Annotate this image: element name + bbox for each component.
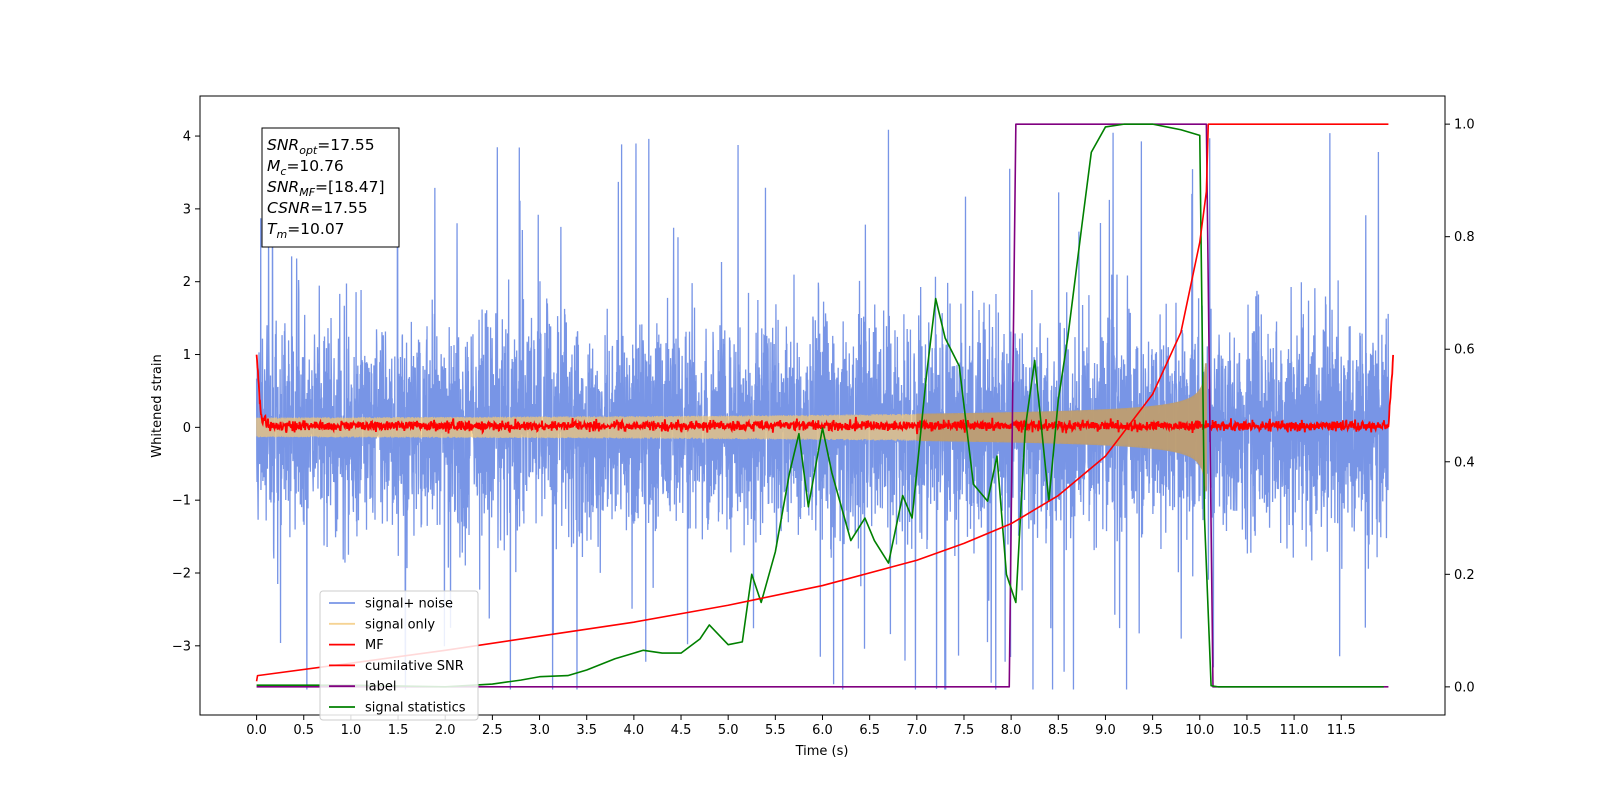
y2-tick-label: 0.6 <box>1454 343 1475 358</box>
y-tick-label: −2 <box>172 566 191 581</box>
x-tick-label: 11.0 <box>1280 723 1309 738</box>
y-tick-label: 3 <box>183 202 191 217</box>
x-tick-label: 4.0 <box>624 723 645 738</box>
x-tick-label: 0.0 <box>246 723 267 738</box>
legend-entry: signal+ noise <box>365 597 453 612</box>
x-tick-label: 7.0 <box>906 723 927 738</box>
x-tick-label: 6.5 <box>859 723 880 738</box>
info-line: SNRMF=[18.47] <box>267 178 385 199</box>
x-tick-label: 5.5 <box>765 723 786 738</box>
x-tick-label: 5.0 <box>718 723 739 738</box>
x-tick-label: 10.0 <box>1185 723 1214 738</box>
legend-entry: signal only <box>365 617 435 632</box>
y2-tick-label: 0.2 <box>1454 568 1475 583</box>
y-tick-label: −1 <box>172 494 191 509</box>
legend-entry: signal statistics <box>365 701 466 716</box>
info-line: CSNR=17.55 <box>267 199 368 217</box>
x-tick-label: 0.5 <box>293 723 314 738</box>
x-axis: 0.0 0.5 1.0 1.5 2.0 2.5 3.0 3.5 4.0 4.5 5.0 5.5 6.0 6… <box>246 715 1356 738</box>
y-tick-label: 1 <box>183 348 191 363</box>
x-tick-label: 7.5 <box>954 723 975 738</box>
x-tick-label: 3.5 <box>576 723 597 738</box>
legend-entry: cumilative SNR <box>365 659 464 674</box>
legend-entry: label <box>365 680 396 695</box>
y-tick-label: 2 <box>183 275 191 290</box>
info-line: SNRopt=17.55 <box>267 136 375 157</box>
info-box-frame <box>261 127 400 248</box>
x-tick-label: 9.5 <box>1142 723 1163 738</box>
y2-tick-label: 0.4 <box>1454 455 1475 470</box>
x-tick-label: 2.5 <box>482 723 503 738</box>
series-signal-statistics <box>256 123 1384 688</box>
x-tick-label: 4.5 <box>671 723 692 738</box>
x-tick-label: 2.0 <box>435 723 456 738</box>
info-line: Tm=10.07 <box>267 220 345 241</box>
y-tick-label: −3 <box>172 639 191 654</box>
x-tick-label: 11.5 <box>1327 723 1356 738</box>
info-annotation: SNRopt=17.55Mc=10.76SNRMF=[18.47]CSNR=17… <box>261 127 400 248</box>
y2-tick-label: 0.0 <box>1454 680 1475 695</box>
y2-tick-label: 1.0 <box>1454 118 1475 133</box>
x-tick-label: 8.5 <box>1048 723 1069 738</box>
x-tick-label: 1.0 <box>341 723 362 738</box>
y-axis-label: Whitened strain <box>150 354 165 457</box>
x-tick-label: 10.5 <box>1232 723 1261 738</box>
legend-frame <box>319 590 479 721</box>
x-tick-label: 3.0 <box>529 723 550 738</box>
x-tick-label: 1.5 <box>388 723 409 738</box>
y-axis-left: −3 −2 −1 0 1 2 3 4 <box>172 130 200 654</box>
y-tick-label: 4 <box>183 130 191 145</box>
x-axis-label: Time (s) <box>795 744 849 759</box>
y-tick-label: 0 <box>183 421 191 436</box>
x-tick-label: 6.0 <box>812 723 833 738</box>
x-tick-label: 9.0 <box>1095 723 1116 738</box>
y-axis-right: 0.0 0.2 0.4 0.6 0.8 1.0 <box>1445 118 1475 695</box>
legend: signal+ noise signal only MF cumilative SNR… <box>319 590 479 721</box>
y2-tick-label: 0.8 <box>1454 230 1475 245</box>
legend-entry: MF <box>365 638 384 653</box>
info-line: Mc=10.76 <box>267 157 344 178</box>
x-tick-label: 8.0 <box>1001 723 1022 738</box>
